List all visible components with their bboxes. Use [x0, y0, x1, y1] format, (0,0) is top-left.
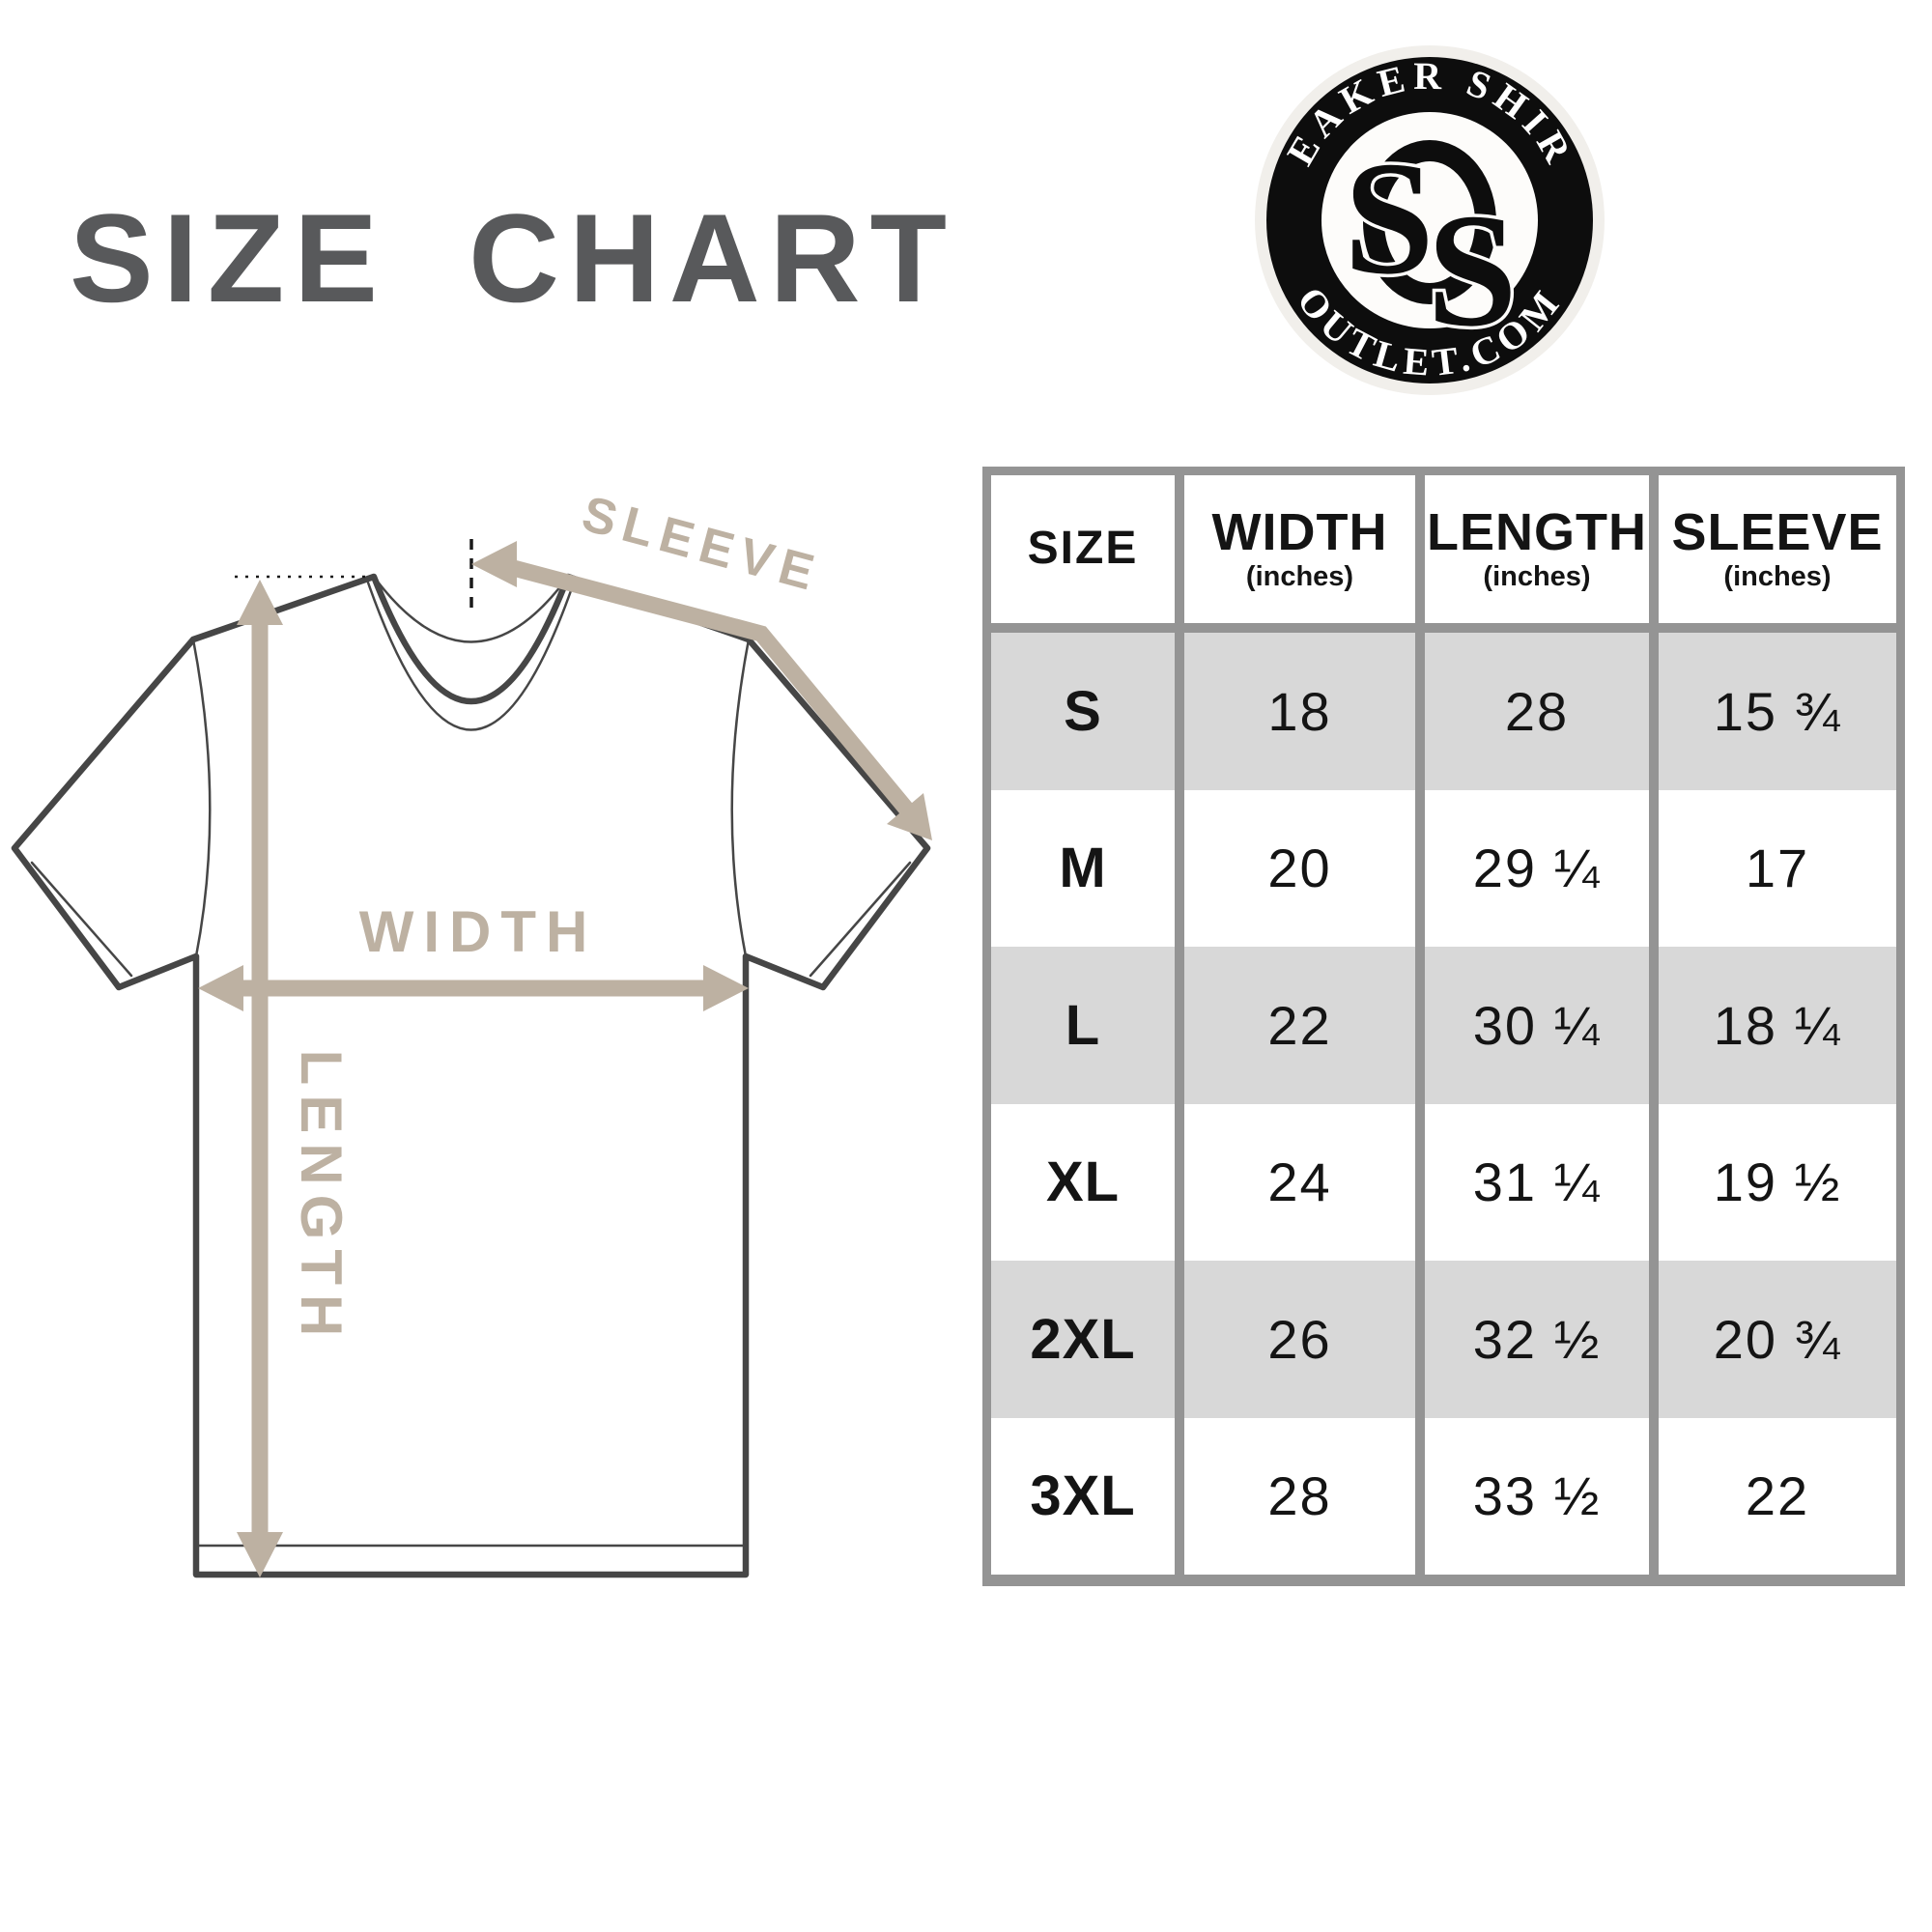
- table-row-xl-width: 24: [1184, 1103, 1415, 1261]
- table-row-l-length: 30 ¼: [1425, 947, 1649, 1104]
- header-sleeve-label: SLEEVE: [1671, 502, 1884, 561]
- header-length-sub: (inches): [1483, 561, 1591, 593]
- table-row-3xl-sleeve: 22: [1659, 1417, 1896, 1575]
- header-length: LENGTH (inches): [1425, 475, 1649, 623]
- table-row-l-sleeve: 18 ¼: [1659, 947, 1896, 1104]
- table-row-m-width: 20: [1184, 789, 1415, 947]
- table-row-l-width: 22: [1184, 947, 1415, 1104]
- sleeve-arrow-head-right: [887, 793, 932, 840]
- table-row-2xl-sleeve: 20 ¾: [1659, 1261, 1896, 1418]
- tshirt-measurement-diagram: WIDTH LENGTH SLEEVE: [11, 486, 932, 1578]
- table-row-2xl-length: 32 ½: [1425, 1261, 1649, 1418]
- width-arrow-head-right: [703, 965, 749, 1011]
- header-width-sub: (inches): [1245, 561, 1354, 593]
- table-row-xl-sleeve: 19 ½: [1659, 1103, 1896, 1261]
- table-row-2xl-size: 2XL: [991, 1261, 1175, 1418]
- collar-guide-lines: [235, 539, 473, 612]
- length-label: LENGTH: [289, 1050, 354, 1347]
- table-row-3xl-width: 28: [1184, 1417, 1415, 1575]
- sleeve-arrow-shaft: [503, 557, 922, 825]
- measurement-arrows: [198, 541, 932, 1577]
- header-width-label: WIDTH: [1211, 502, 1388, 561]
- length-arrow-head-bottom: [237, 1532, 283, 1577]
- header-length-label: LENGTH: [1427, 502, 1647, 561]
- tshirt-outline: [11, 573, 931, 1578]
- logo-monogram-s1: S: [1344, 128, 1434, 308]
- header-sleeve-sub: (inches): [1723, 561, 1832, 593]
- page-title: SIZE CHART: [70, 187, 956, 328]
- header-sleeve: SLEEVE (inches): [1659, 475, 1896, 623]
- logo-monogram-o: [1363, 140, 1496, 304]
- size-table: SIZE WIDTH (inches) LENGTH (inches) SLEE…: [982, 467, 1905, 1586]
- table-row-s-size: S: [991, 633, 1175, 790]
- table-row-xl-size: XL: [991, 1103, 1175, 1261]
- sleeve-label: SLEEVE: [577, 486, 828, 604]
- table-row-m-length: 29 ¼: [1425, 789, 1649, 947]
- table-row-l-size: L: [991, 947, 1175, 1104]
- size-table-grid: SIZE WIDTH (inches) LENGTH (inches) SLEE…: [991, 475, 1896, 1577]
- width-arrow-head-left: [198, 965, 243, 1011]
- table-row-xl-length: 31 ¼: [1425, 1103, 1649, 1261]
- logo-monogram-s2: S: [1427, 181, 1517, 360]
- table-row-s-length: 28: [1425, 633, 1649, 790]
- header-size: SIZE: [991, 475, 1175, 623]
- table-row-s-sleeve: 15 ¾: [1659, 633, 1896, 790]
- table-row-2xl-width: 26: [1184, 1261, 1415, 1418]
- width-label: WIDTH: [359, 899, 598, 964]
- brand-logo: SNEAKER SHIRTS OUTLET.COM S S: [1236, 17, 1605, 395]
- table-row-m-sleeve: 17: [1659, 789, 1896, 947]
- table-row-m-size: M: [991, 789, 1175, 947]
- length-arrow-head-top: [237, 580, 283, 625]
- header-width: WIDTH (inches): [1184, 475, 1415, 623]
- logo-inner-circle: [1321, 112, 1538, 328]
- header-size-label: SIZE: [1027, 523, 1139, 575]
- table-row-s-width: 18: [1184, 633, 1415, 790]
- sleeve-arrow-head-left: [471, 541, 517, 587]
- table-row-3xl-size: 3XL: [991, 1417, 1175, 1575]
- table-row-3xl-length: 33 ½: [1425, 1417, 1649, 1575]
- logo-monogram: S S: [1341, 126, 1520, 364]
